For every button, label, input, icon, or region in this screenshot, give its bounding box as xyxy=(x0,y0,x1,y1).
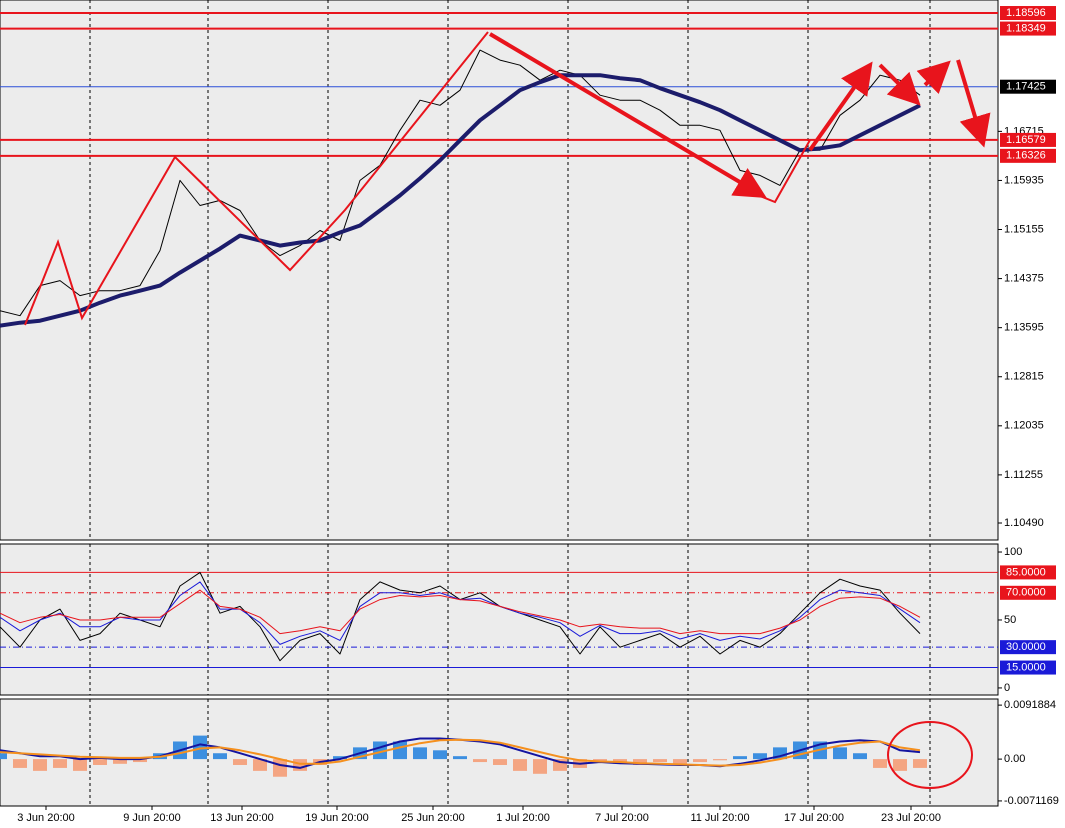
histogram-bar xyxy=(533,759,547,774)
level-label: 15.0000 xyxy=(1006,661,1046,673)
histogram-bar xyxy=(33,759,47,771)
histogram-bar xyxy=(73,759,87,771)
histogram-bar xyxy=(53,759,67,768)
histogram-bar xyxy=(773,747,787,760)
histogram-bar xyxy=(273,759,287,777)
level-label-box xyxy=(1000,585,1056,600)
y-tick-label: 50 xyxy=(1004,614,1016,626)
level-label: 1.16326 xyxy=(1006,150,1046,162)
histogram-bar xyxy=(0,753,7,760)
histogram-bar xyxy=(293,759,307,771)
arrow-mid xyxy=(878,63,921,106)
y-tick-label: 1.10490 xyxy=(1004,517,1044,529)
panel-background xyxy=(0,0,999,541)
y-tick-label: 1.12815 xyxy=(1004,371,1044,383)
histogram-bar xyxy=(673,759,687,764)
histogram-bar xyxy=(13,759,27,768)
histogram-bar xyxy=(753,753,767,760)
series-line xyxy=(0,589,921,635)
x-tick-label: 23 Jul 20:00 xyxy=(881,812,941,824)
level-label-box xyxy=(1000,6,1056,21)
current-price-box xyxy=(1000,79,1056,94)
level-label-box xyxy=(1000,660,1056,675)
y-tick-label: 100 xyxy=(1004,546,1022,558)
x-tick-label: 25 Jun 20:00 xyxy=(401,812,465,824)
y-tick-label: 0 xyxy=(1004,682,1010,694)
current-price-label: 1.17425 xyxy=(1006,81,1046,93)
histogram-bar xyxy=(133,759,147,763)
series-line xyxy=(0,73,921,328)
x-tick-label: 19 Jun 20:00 xyxy=(305,812,369,824)
x-tick-label: 11 Jul 20:00 xyxy=(690,812,749,824)
arrow-up xyxy=(808,61,873,152)
arrow-down xyxy=(488,32,767,199)
level-label-box xyxy=(1000,565,1056,580)
series-line xyxy=(0,738,921,767)
x-tick-label: 9 Jun 20:00 xyxy=(123,812,181,824)
highlight-circle xyxy=(887,721,973,789)
histogram-bar xyxy=(113,759,127,764)
histogram-bar xyxy=(653,759,667,763)
level-label: 30.0000 xyxy=(1006,641,1046,653)
histogram-bar xyxy=(493,759,507,765)
x-tick-label: 13 Jun 20:00 xyxy=(210,812,274,824)
level-label-box xyxy=(1000,640,1056,655)
histogram-bar xyxy=(513,759,527,771)
level-label-box xyxy=(1000,21,1056,36)
histogram-bar xyxy=(553,759,567,771)
level-label: 1.16579 xyxy=(1006,134,1046,146)
histogram-bar xyxy=(693,759,707,763)
level-label-box xyxy=(1000,148,1056,163)
arrow-up-2 xyxy=(916,60,951,95)
histogram-bar xyxy=(253,759,267,771)
histogram-bar xyxy=(193,735,207,760)
histogram-bar xyxy=(393,741,407,760)
zigzag xyxy=(24,31,489,326)
y-tick-label: 1.15935 xyxy=(1004,174,1044,186)
histogram-bar xyxy=(93,759,107,765)
histogram-bar xyxy=(913,759,927,768)
panel-background xyxy=(0,698,999,807)
histogram-bar xyxy=(893,759,907,771)
y-tick-label: 1.15155 xyxy=(1004,223,1044,235)
y-tick-label: 1.12035 xyxy=(1004,420,1044,432)
level-label: 1.18349 xyxy=(1006,22,1046,34)
histogram-bar xyxy=(213,753,227,760)
level-label-box xyxy=(1000,132,1056,147)
histogram-bar xyxy=(633,759,647,765)
panel-background xyxy=(0,543,999,696)
arrow-down-2 xyxy=(956,59,991,148)
histogram-bar xyxy=(853,753,867,760)
level-label: 85.0000 xyxy=(1006,566,1046,578)
y-tick-label: 0.0091884 xyxy=(1004,699,1056,711)
histogram-bar xyxy=(333,756,347,760)
histogram-bar xyxy=(233,759,247,765)
x-tick-label: 17 Jul 20:00 xyxy=(784,812,844,824)
x-tick-label: 3 Jun 20:00 xyxy=(17,812,75,824)
y-tick-label: -0.0071169 xyxy=(1004,795,1059,807)
histogram-bar xyxy=(873,759,887,768)
histogram-bar xyxy=(473,759,487,763)
annotations xyxy=(24,31,991,789)
x-tick-label: 7 Jul 20:00 xyxy=(595,812,649,824)
histogram-bar xyxy=(453,756,467,760)
x-tick-label: 1 Jul 20:00 xyxy=(496,812,550,824)
y-tick-label: 1.14375 xyxy=(1004,272,1044,284)
histogram-bar xyxy=(733,756,747,760)
y-tick-label: 1.13595 xyxy=(1004,322,1044,334)
histogram-bar xyxy=(713,759,727,761)
zigzag-2 xyxy=(744,139,811,204)
y-tick-label: 0.00 xyxy=(1004,753,1025,765)
histogram-bar xyxy=(413,747,427,760)
level-label: 1.18596 xyxy=(1006,7,1046,19)
histogram-bar xyxy=(833,747,847,760)
histogram-bar xyxy=(433,750,447,760)
level-label: 70.0000 xyxy=(1006,587,1046,599)
y-tick-label: 1.11255 xyxy=(1004,469,1043,481)
